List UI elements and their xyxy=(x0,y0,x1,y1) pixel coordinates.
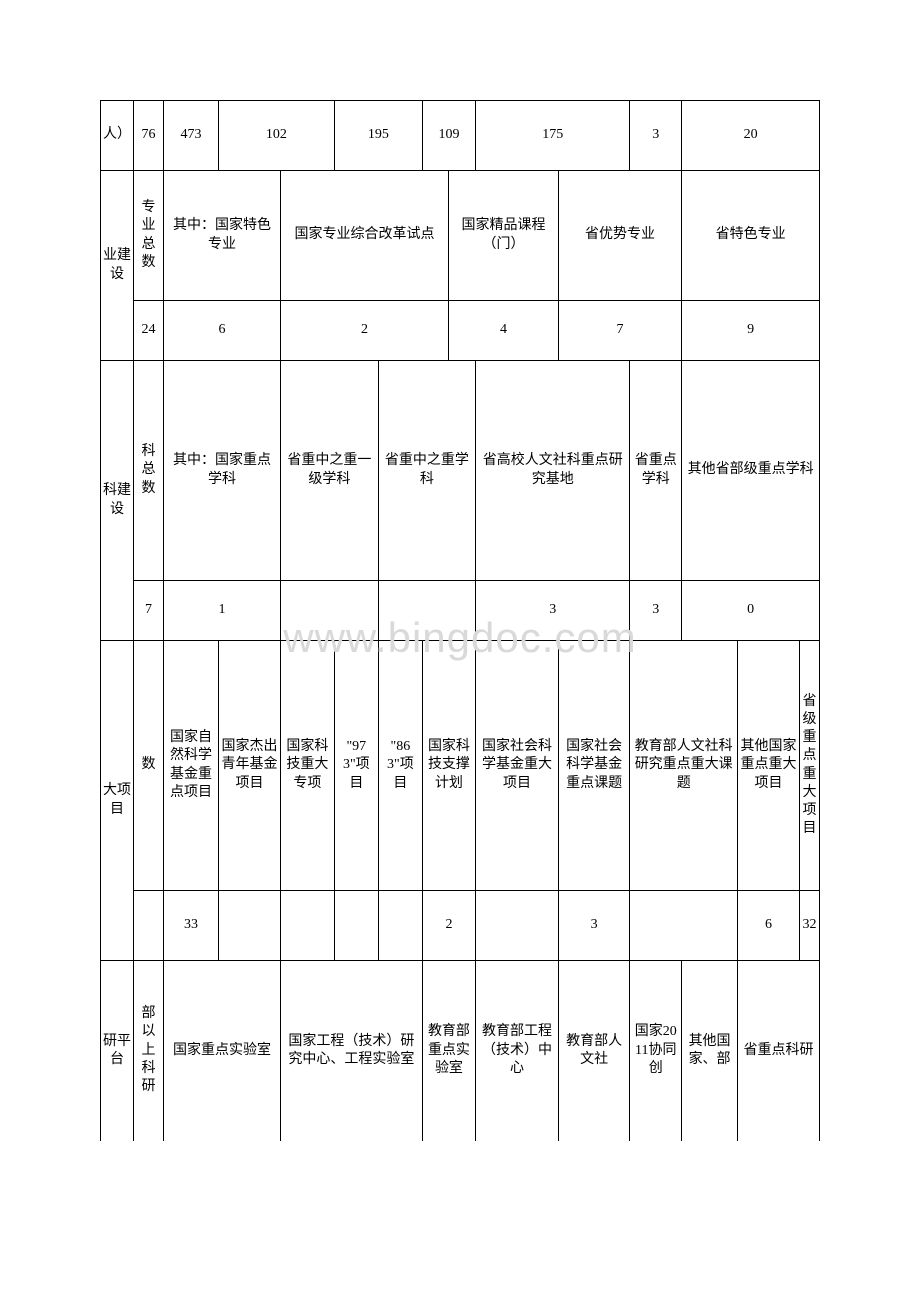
cell: 32 xyxy=(800,891,820,961)
cell: 175 xyxy=(476,101,630,171)
cell-left-partial: 研平台 xyxy=(101,961,134,1141)
cell: 7 xyxy=(134,581,164,641)
cell-header: 教育部人文社科研究重点重大课题 xyxy=(630,641,738,891)
cell-header: 国家重点实验室 xyxy=(164,961,281,1141)
cell-header: 其他省部级重点学科 xyxy=(682,361,820,581)
cell-header: 教育部工程（技术）中心 xyxy=(476,961,559,1141)
cell xyxy=(476,891,559,961)
cell: 3 xyxy=(630,581,682,641)
cell: 33 xyxy=(164,891,219,961)
cell-header: 国家2011协同创 xyxy=(630,961,682,1141)
cell: 3 xyxy=(476,581,630,641)
cell-left-partial: 业建设 xyxy=(101,171,134,361)
cell: 4 xyxy=(449,301,559,361)
cell-header: 国家社会科学基金重大项目 xyxy=(476,641,559,891)
cell xyxy=(378,581,475,641)
cell-header: 省重点学科 xyxy=(630,361,682,581)
cell: 6 xyxy=(164,301,281,361)
table-row: 人） 76 473 102 195 109 175 3 20 xyxy=(101,101,820,171)
cell-header: 省重中之重学科 xyxy=(378,361,475,581)
cell: 473 xyxy=(164,101,219,171)
cell xyxy=(280,581,378,641)
cell-header: 专业总数 xyxy=(134,171,164,301)
cell-header: 省优势专业 xyxy=(558,171,681,301)
cell-header: 其他国家、部 xyxy=(682,961,738,1141)
table-row: 33 2 3 6 32 xyxy=(101,891,820,961)
cell-header: 省重中之重一级学科 xyxy=(280,361,378,581)
cell-header: 国家自然科学基金重点项目 xyxy=(164,641,219,891)
cell-header: 部以上科研 xyxy=(134,961,164,1141)
cell: 0 xyxy=(682,581,820,641)
cell: 195 xyxy=(334,101,422,171)
cell: 3 xyxy=(558,891,629,961)
cell: 76 xyxy=(134,101,164,171)
cell xyxy=(334,891,378,961)
cell: 6 xyxy=(737,891,799,961)
cell-header: 省级重点重大项目 xyxy=(800,641,820,891)
cell xyxy=(134,891,164,961)
cell-header: 国家杰出青年基金项目 xyxy=(219,641,281,891)
cell-header: 数 xyxy=(134,641,164,891)
table-row: 科建设 科总数 其中：国家重点学科 省重中之重一级学科 省重中之重学科 省高校人… xyxy=(101,361,820,581)
cell-header: 其中：国家特色专业 xyxy=(164,171,281,301)
cell: 20 xyxy=(682,101,820,171)
cell-header: 国家精品课程（门） xyxy=(449,171,559,301)
cell-left-partial: 大项目 xyxy=(101,641,134,961)
cell-header: 教育部人文社 xyxy=(558,961,629,1141)
cell: 9 xyxy=(682,301,820,361)
cell: 2 xyxy=(422,891,475,961)
cell-header: 国家专业综合改革试点 xyxy=(280,171,448,301)
cell-left-partial: 人） xyxy=(101,101,134,171)
table-row: 研平台 部以上科研 国家重点实验室 国家工程（技术）研究中心、工程实验室 教育部… xyxy=(101,961,820,1141)
cell-header: 国家社会科学基金重点课题 xyxy=(558,641,629,891)
cell-header: 教育部重点实验室 xyxy=(422,961,475,1141)
cell: 2 xyxy=(280,301,448,361)
cell-header: 省特色专业 xyxy=(682,171,820,301)
cell: 3 xyxy=(630,101,682,171)
cell-header: 国家科技支撑计划 xyxy=(422,641,475,891)
cell-header: 其他国家重点重大项目 xyxy=(737,641,799,891)
cell-header: "863"项目 xyxy=(378,641,422,891)
cell-header: 其中：国家重点学科 xyxy=(164,361,281,581)
cell xyxy=(280,891,334,961)
cell: 7 xyxy=(558,301,681,361)
cell-header: 国家工程（技术）研究中心、工程实验室 xyxy=(280,961,422,1141)
table-row: 大项目 数 国家自然科学基金重点项目 国家杰出青年基金项目 国家科技重大专项 "… xyxy=(101,641,820,891)
table-row: 业建设 专业总数 其中：国家特色专业 国家专业综合改革试点 国家精品课程（门） … xyxy=(101,171,820,301)
cell-header: 省高校人文社科重点研究基地 xyxy=(476,361,630,581)
cell xyxy=(219,891,281,961)
document-table: 人） 76 473 102 195 109 175 3 20 业建设 专业总数 … xyxy=(100,100,820,1141)
cell: 24 xyxy=(134,301,164,361)
cell xyxy=(378,891,422,961)
cell xyxy=(630,891,738,961)
cell-header: "973"项目 xyxy=(334,641,378,891)
cell: 102 xyxy=(219,101,335,171)
cell-header: 国家科技重大专项 xyxy=(280,641,334,891)
cell: 109 xyxy=(422,101,475,171)
table-row: 7 1 3 3 0 xyxy=(101,581,820,641)
cell-header: 省重点科研 xyxy=(737,961,819,1141)
cell-header: 科总数 xyxy=(134,361,164,581)
table-row: 24 6 2 4 7 9 xyxy=(101,301,820,361)
cell-left-partial: 科建设 xyxy=(101,361,134,641)
cell: 1 xyxy=(164,581,281,641)
